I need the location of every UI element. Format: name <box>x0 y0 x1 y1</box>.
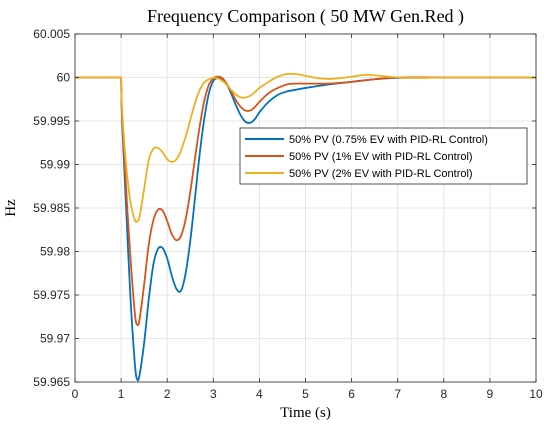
y-tick-label: 59.97 <box>40 332 70 346</box>
x-tick-label: 4 <box>256 387 263 401</box>
x-tick-label: 8 <box>440 387 447 401</box>
series-line-3 <box>75 72 536 223</box>
x-tick-label: 9 <box>487 387 494 401</box>
y-tick-label: 59.995 <box>33 114 70 128</box>
chart-title: Frequency Comparison ( 50 MW Gen.Red ) <box>147 6 464 27</box>
y-tick-label: 59.98 <box>40 245 70 259</box>
legend-label-3: 50% PV (2% EV with PID-RL Control) <box>289 168 473 180</box>
x-axis-label: Time (s) <box>280 405 331 421</box>
x-tick-label: 0 <box>72 387 79 401</box>
series-lines <box>75 72 536 382</box>
x-tick-label: 3 <box>210 387 217 401</box>
x-tick-label: 2 <box>164 387 171 401</box>
x-tick-label: 1 <box>118 387 125 401</box>
x-tick-label: 6 <box>348 387 355 401</box>
y-tick-label: 59.975 <box>33 288 70 302</box>
y-tick-label: 59.965 <box>33 375 70 389</box>
legend: 50% PV (0.75% EV with PID-RL Control) 50%… <box>239 127 528 185</box>
legend-box <box>239 127 528 185</box>
legend-label-2: 50% PV (1% EV with PID-RL Control) <box>289 151 473 163</box>
y-tick-label: 60 <box>57 71 71 85</box>
y-axis-label: Hz <box>3 199 19 217</box>
x-tick-label: 10 <box>529 387 543 401</box>
axis-ticks: 0 1 2 3 4 5 6 7 8 9 10 59.965 59.97 59.975 59.98 59.985… <box>33 27 543 401</box>
y-tick-label: 60.005 <box>33 27 70 41</box>
legend-label-1: 50% PV (0.75% EV with PID-RL Control) <box>289 134 488 146</box>
y-tick-label: 59.99 <box>40 158 70 172</box>
series-line-1 <box>75 76 536 382</box>
y-tick-label: 59.985 <box>33 201 70 215</box>
x-tick-label: 7 <box>394 387 401 401</box>
x-tick-label: 5 <box>302 387 309 401</box>
